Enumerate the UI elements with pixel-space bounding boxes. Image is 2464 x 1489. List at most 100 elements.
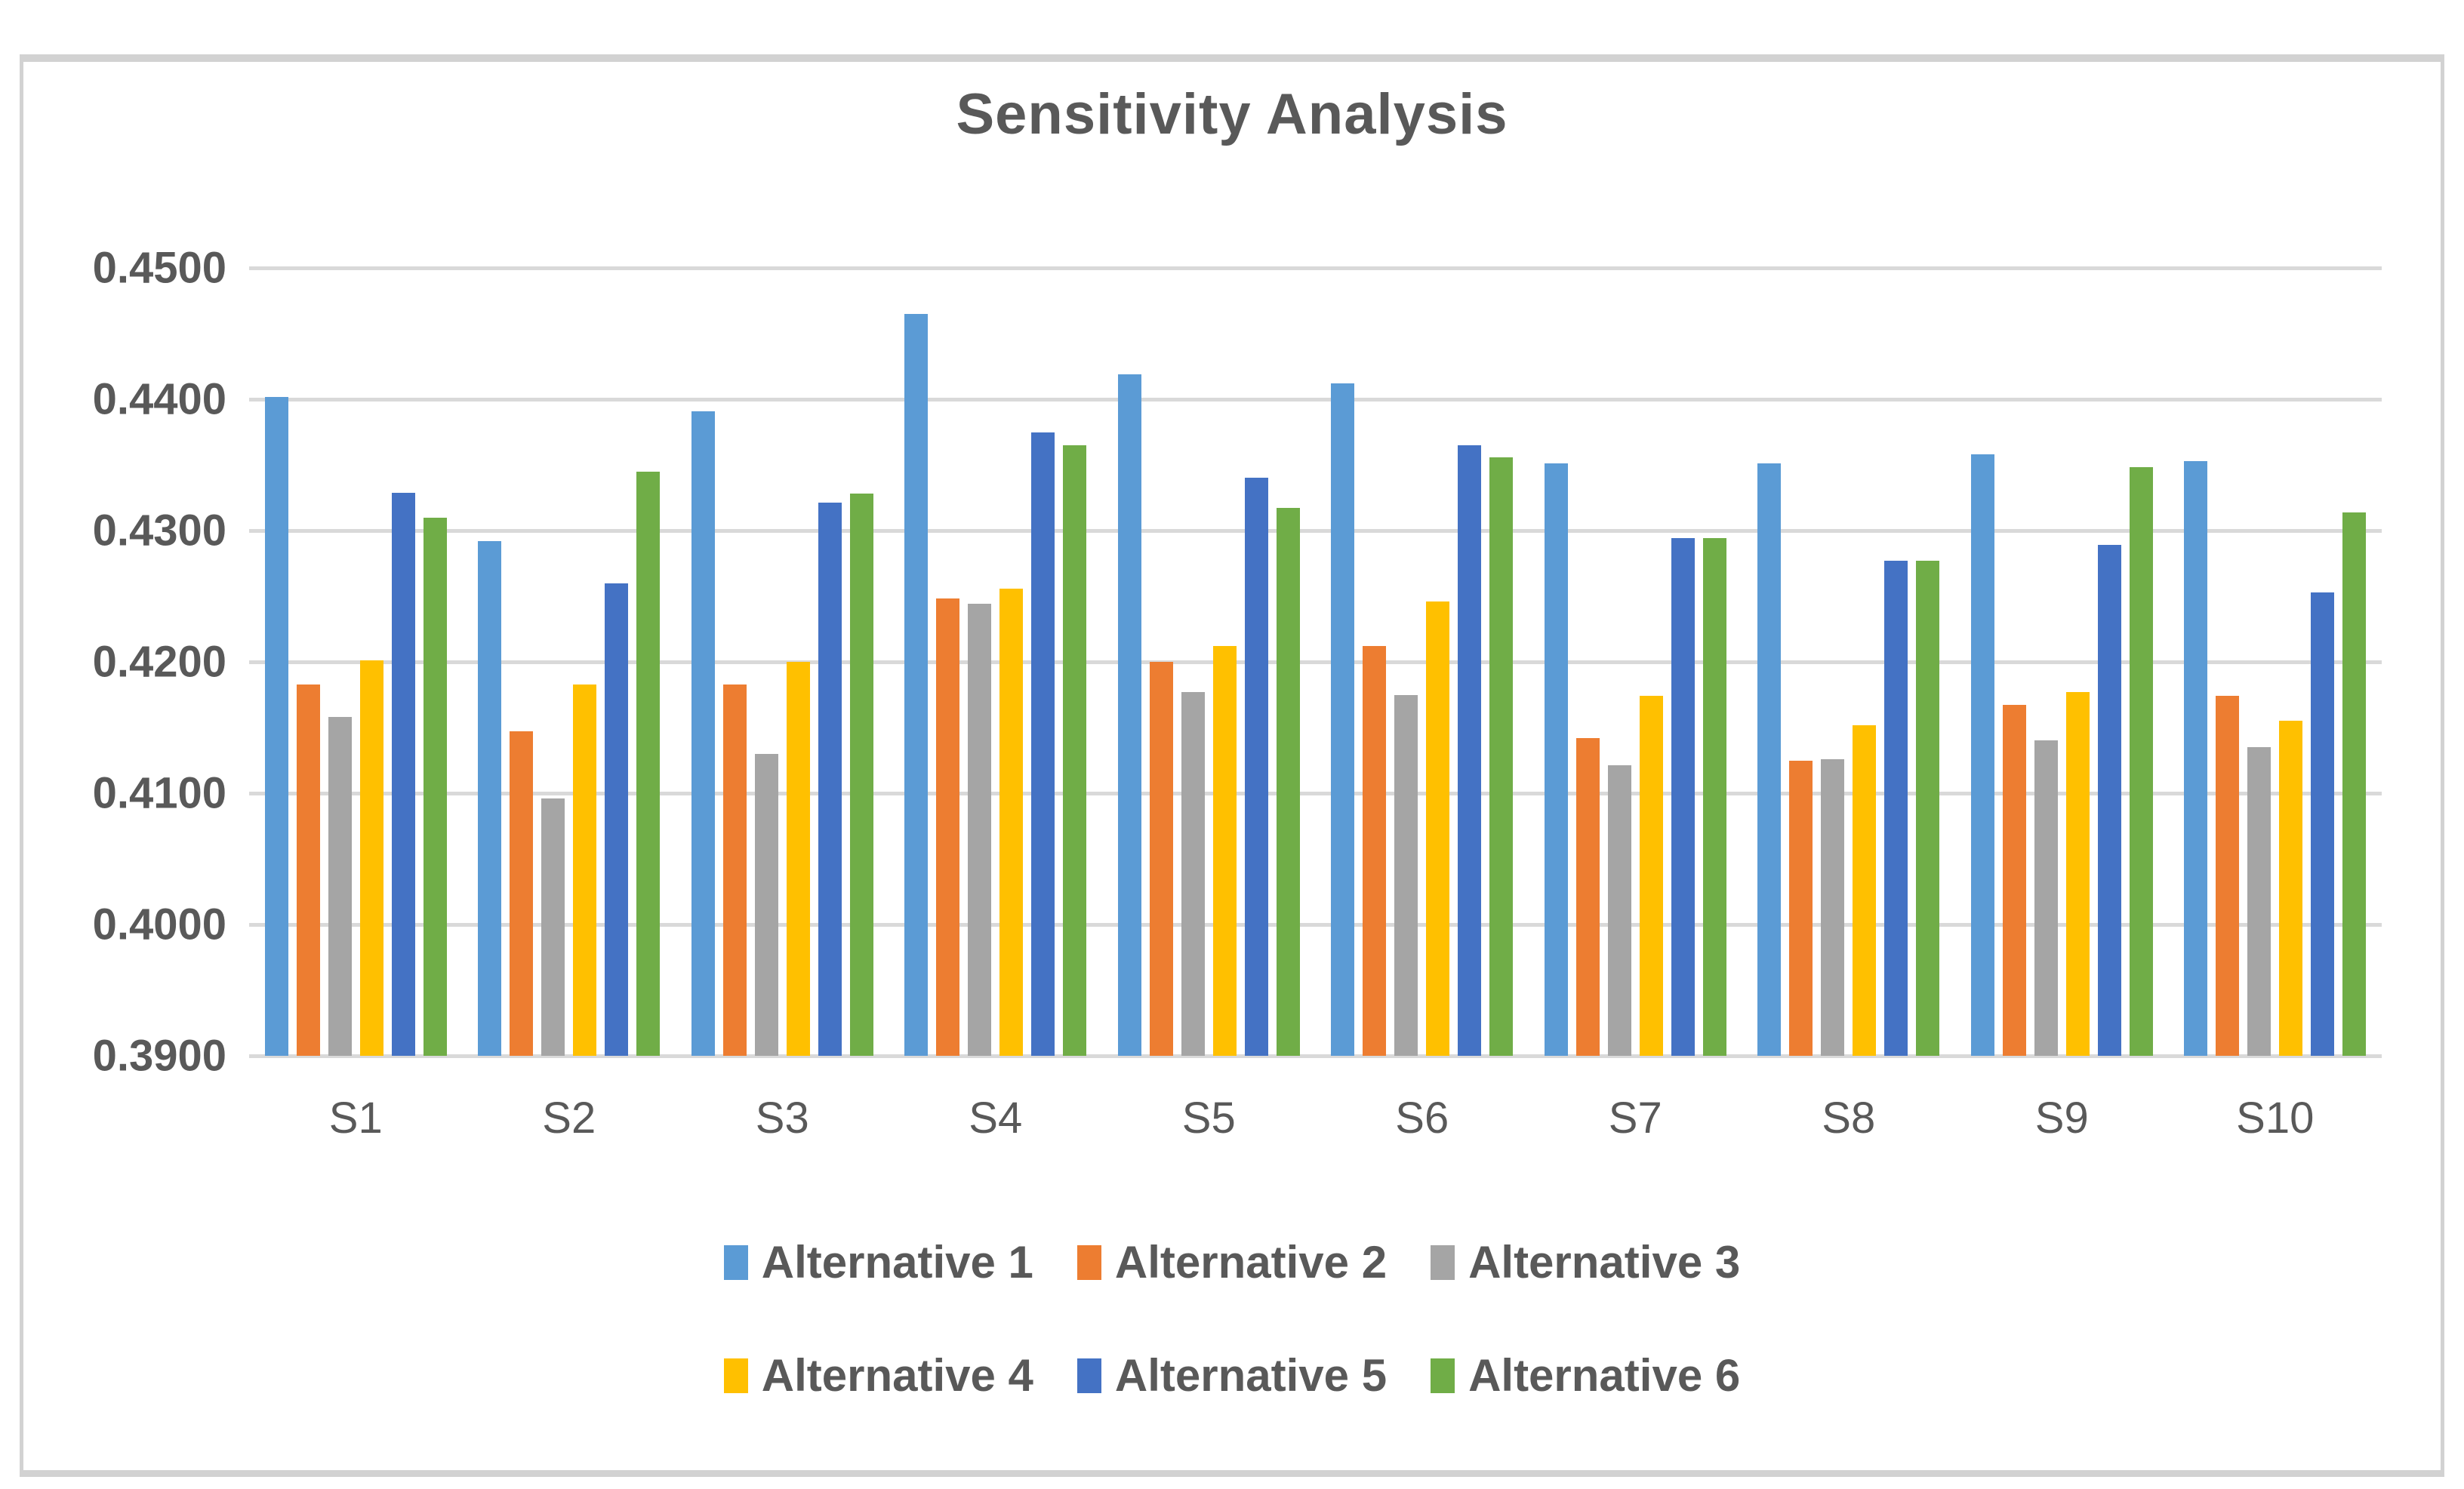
- x-axis: S1 S2 S3 S4 S5 S6 S7 S8 S9 S10: [249, 1093, 2382, 1143]
- bar-s1-alternative-1: [264, 396, 288, 1056]
- bar-s10-alternative-5: [2311, 592, 2335, 1056]
- legend-label-alternative-6: Alternative 6: [1468, 1350, 1741, 1401]
- bar-s1-alternative-3: [328, 717, 352, 1056]
- legend-swatch-alternative-1: [723, 1244, 748, 1280]
- bar-group-s3: [676, 268, 889, 1056]
- y-axis: 0.4500 0.4400 0.4300 0.4200 0.4100 0.4000 0.39…: [0, 244, 226, 1081]
- bar-s3-alternative-5: [818, 503, 842, 1056]
- bar-group-s6: [1316, 268, 1529, 1056]
- legend-label-alternative-1: Alternative 1: [761, 1237, 1033, 1287]
- bar-s6-alternative-3: [1394, 694, 1418, 1056]
- bar-s8-alternative-5: [1884, 561, 1908, 1056]
- bar-s8-alternative-2: [1789, 760, 1813, 1056]
- legend-label-alternative-4: Alternative 4: [761, 1350, 1033, 1401]
- bar-group-s8: [1742, 268, 1956, 1056]
- bar-group-s10: [2169, 268, 2382, 1056]
- legend-swatch-alternative-3: [1431, 1244, 1455, 1280]
- x-category-label-s9: S9: [2034, 1094, 2089, 1143]
- gridline-0.4500: [249, 266, 2382, 270]
- bar-s3-alternative-2: [722, 684, 747, 1056]
- bar-s8-alternative-4: [1853, 725, 1877, 1056]
- bar-group-s4: [889, 268, 1103, 1056]
- bar-s5-alternative-5: [1244, 478, 1268, 1056]
- bar-s3-alternative-1: [691, 411, 715, 1056]
- bar-s3-alternative-6: [849, 494, 873, 1056]
- bar-s4-alternative-1: [904, 313, 929, 1056]
- bar-group-s9: [1955, 268, 2169, 1056]
- gridline-0.4300: [249, 529, 2382, 533]
- x-category-label-s1: S1: [328, 1094, 383, 1143]
- bar-s8-alternative-1: [1757, 463, 1782, 1056]
- bar-s7-alternative-5: [1671, 538, 1695, 1056]
- legend-row-1: Alternative 1 Alternative 2 Alternative 3: [0, 1236, 2464, 1288]
- legend-item-alternative-1: Alternative 1: [723, 1236, 1033, 1288]
- gridline-0.3900: [249, 1054, 2382, 1058]
- legend-swatch-alternative-6: [1431, 1358, 1455, 1393]
- bar-s4-alternative-3: [968, 604, 992, 1056]
- x-category-label-s7: S7: [1608, 1094, 1662, 1143]
- bar-s4-alternative-4: [999, 588, 1024, 1056]
- x-category-label-s5: S5: [1181, 1094, 1236, 1143]
- bar-s9-alternative-1: [1970, 454, 1994, 1056]
- gridline-0.4000: [249, 923, 2382, 927]
- bar-s7-alternative-4: [1639, 696, 1663, 1056]
- bar-s1-alternative-2: [296, 684, 320, 1056]
- bar-s10-alternative-4: [2279, 721, 2303, 1056]
- x-category-label-s2: S2: [542, 1094, 596, 1143]
- bar-s3-alternative-4: [786, 662, 810, 1056]
- legend-swatch-alternative-2: [1076, 1244, 1101, 1280]
- legend-row-2: Alternative 4 Alternative 5 Alternative 6: [0, 1349, 2464, 1401]
- legend-item-alternative-5: Alternative 5: [1076, 1349, 1388, 1401]
- bar-s10-alternative-1: [2184, 460, 2208, 1056]
- bar-s7-alternative-6: [1702, 538, 1726, 1056]
- legend-swatch-alternative-5: [1076, 1358, 1101, 1393]
- x-category-label-s6: S6: [1395, 1094, 1449, 1143]
- legend-label-alternative-2: Alternative 2: [1114, 1237, 1388, 1287]
- bar-s9-alternative-2: [2002, 705, 2026, 1056]
- plot-area: [249, 266, 2382, 1058]
- legend-swatch-alternative-4: [723, 1358, 748, 1393]
- y-tick-label-0.4500: 0.4500: [92, 243, 226, 293]
- bar-s1-alternative-4: [359, 660, 383, 1056]
- bar-s2-alternative-2: [510, 731, 534, 1056]
- gridline-0.4400: [249, 398, 2382, 401]
- y-tick-label-0.4400: 0.4400: [92, 374, 226, 424]
- y-tick-label-0.4100: 0.4100: [92, 768, 226, 818]
- bar-s9-alternative-5: [2097, 545, 2121, 1056]
- bar-s2-alternative-4: [573, 684, 597, 1056]
- bar-group-s1: [249, 268, 463, 1056]
- bar-s7-alternative-1: [1544, 463, 1568, 1056]
- legend-item-alternative-6: Alternative 6: [1431, 1349, 1740, 1401]
- bar-s5-alternative-4: [1212, 646, 1237, 1056]
- bar-s10-alternative-2: [2216, 696, 2240, 1056]
- y-tick-label-0.3900: 0.3900: [92, 1031, 226, 1081]
- gridline-0.4200: [249, 660, 2382, 664]
- bar-s4-alternative-2: [936, 598, 960, 1056]
- bar-s2-alternative-6: [636, 471, 661, 1056]
- bar-groups-container: [249, 268, 2382, 1056]
- y-tick-label-0.4000: 0.4000: [92, 900, 226, 949]
- bar-group-s5: [1102, 268, 1316, 1056]
- bar-s4-alternative-6: [1063, 445, 1087, 1056]
- bar-s7-alternative-2: [1575, 737, 1600, 1056]
- legend-label-alternative-5: Alternative 5: [1114, 1350, 1388, 1401]
- chart-title: Sensitivity Analysis: [956, 82, 1508, 146]
- legend-item-alternative-3: Alternative 3: [1431, 1236, 1740, 1288]
- bar-s2-alternative-5: [605, 583, 629, 1056]
- bar-s8-alternative-3: [1821, 758, 1845, 1056]
- bar-s6-alternative-4: [1426, 601, 1450, 1056]
- x-category-label-s3: S3: [755, 1094, 809, 1143]
- bar-s9-alternative-3: [2034, 740, 2058, 1056]
- legend-label-alternative-3: Alternative 3: [1468, 1237, 1741, 1287]
- bar-group-s2: [463, 268, 676, 1056]
- y-tick-label-0.4200: 0.4200: [92, 637, 226, 687]
- bar-s5-alternative-1: [1117, 374, 1141, 1056]
- bar-s10-alternative-3: [2247, 747, 2272, 1056]
- legend-item-alternative-4: Alternative 4: [723, 1349, 1033, 1401]
- bar-group-s7: [1529, 268, 1742, 1056]
- bar-s3-alternative-3: [754, 753, 778, 1056]
- bar-s5-alternative-3: [1181, 692, 1205, 1056]
- bar-s7-alternative-3: [1607, 765, 1631, 1056]
- bar-s2-alternative-3: [541, 798, 565, 1056]
